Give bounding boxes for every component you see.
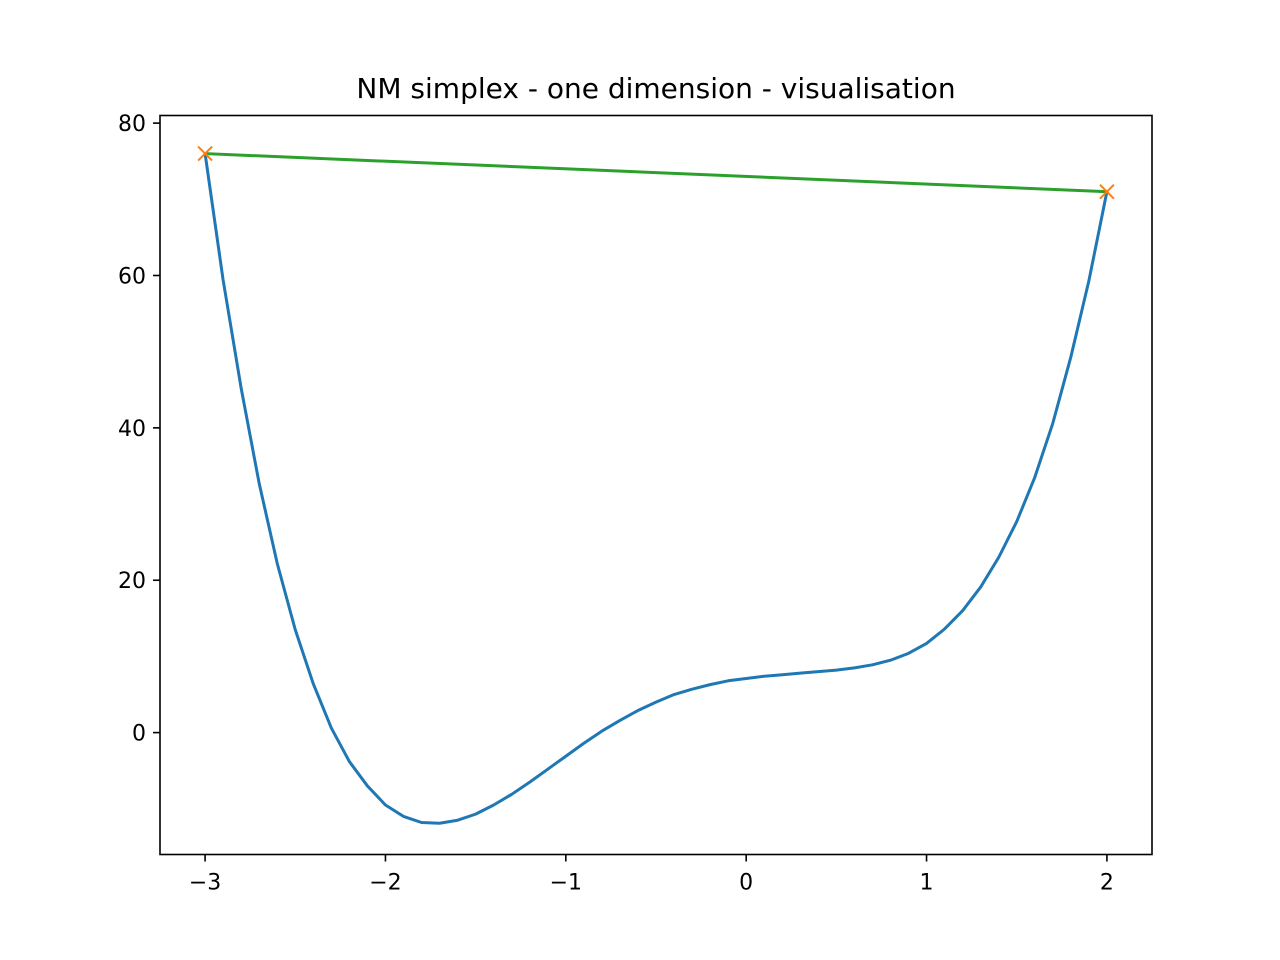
- x-axis: −3 −2 −1 0 1 2: [189, 854, 1114, 896]
- y-tick-label: 80: [118, 112, 146, 137]
- x-tick-label: −3: [189, 871, 221, 896]
- y-tick-label: 60: [118, 264, 146, 289]
- series-line-simplex-edge: [203, 152, 1109, 194]
- x-tick-label: −1: [550, 871, 582, 896]
- x-tick-label: 0: [739, 871, 753, 896]
- y-tick-label: 20: [118, 569, 146, 594]
- axes-frame: [159, 114, 1153, 856]
- x-tick-label: 2: [1100, 871, 1114, 896]
- plot-area: [197, 145, 1115, 825]
- y-axis: 0 20 40 60 80: [118, 112, 160, 747]
- y-tick-label: 40: [118, 417, 146, 442]
- vertex-marker-1: [1099, 183, 1115, 200]
- series-line-function-curve: [203, 151, 1109, 825]
- x-tick-label: 1: [920, 871, 934, 896]
- chart-title: NM simplex - one dimension - visualisati…: [356, 72, 955, 105]
- x-tick-label: −2: [369, 871, 401, 896]
- vertex-marker-0: [197, 145, 213, 162]
- y-tick-label: 0: [132, 722, 146, 747]
